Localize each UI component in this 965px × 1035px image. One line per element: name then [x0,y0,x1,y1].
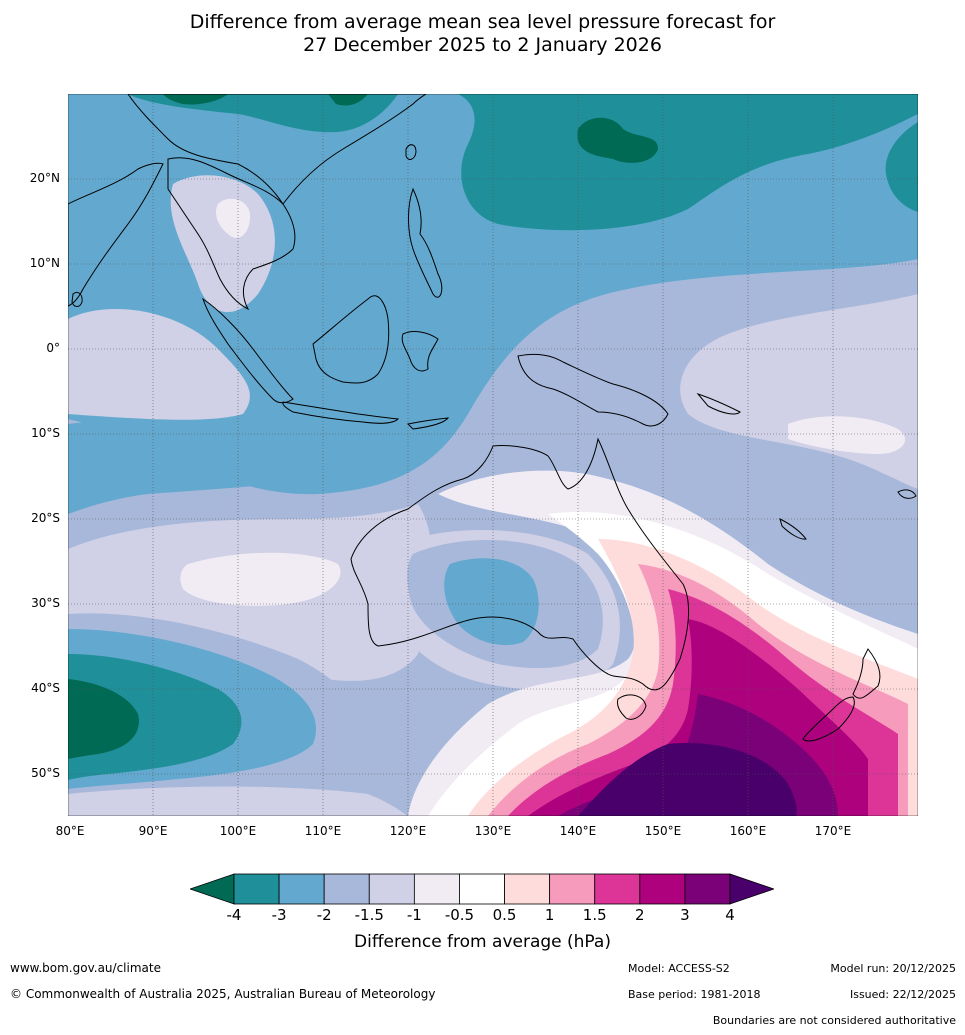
colorbar-swatch [639,873,686,905]
lon-label-150e: 150°E [644,824,682,838]
coastline-new-zealand-south [802,696,855,742]
colorbar [188,872,776,906]
anomaly-china-dark-teal [163,94,228,105]
colorbar-tick-label: -3 [271,906,287,924]
footer-copyright: © Commonwealth of Australia 2025, Austra… [10,987,436,1001]
lat-label-equator: 0° [46,341,60,355]
lat-label-40s: 40°S [31,681,60,695]
colorbar-swatch [594,873,641,905]
footer-issued: Issued: 22/12/2025 [849,988,956,1001]
lon-label-100e: 100°E [219,824,257,838]
footer-url: www.bom.gov.au/climate [10,961,161,975]
coastline-sulawesi [401,331,439,372]
anomaly-equatorial-lavender [68,309,250,420]
anomaly-nw-pacific-teal [458,94,918,231]
lat-label-50s: 50°S [31,766,60,780]
colorbar-tick-label: -1 [406,906,422,924]
anomaly-coral-sea-white [788,416,906,454]
coastline-indochina [167,157,296,311]
footer-disclaimer: Boundaries are not considered authoritat… [712,1014,956,1027]
coastline-new-caledonia [779,518,807,540]
colorbar-arrow-high [729,873,776,905]
coastline-timor [406,417,450,430]
colorbar-arrow-low [188,873,235,905]
map-canvas [68,94,918,816]
lat-label-10n: 10°N [29,256,60,270]
lat-label-20s: 20°S [31,511,60,525]
lon-label-110e: 110°E [304,824,342,838]
map-title-line-1: Difference from average mean sea level p… [189,11,776,33]
anomaly-ne-pacific-teal [885,122,918,212]
colorbar-tick-label: 1.5 [582,906,607,924]
lon-label-120e: 120°E [389,824,427,838]
coastline-new-guinea [517,353,669,427]
coastline-borneo [312,295,390,384]
colorbar-swatch [684,873,731,905]
colorbar-swatch [233,873,280,905]
anomaly-central-aus-blue [444,558,539,646]
coastline-taiwan [405,144,417,160]
coastlines [68,94,917,742]
colorbar-tick-label: -0.5 [444,906,475,924]
coastline-australia [350,437,689,691]
lat-label-10s: 10°S [31,426,60,440]
colorbar-swatch [459,873,505,905]
anomaly-indochina-lavender [170,175,275,313]
coastline-tasmania [617,694,647,720]
colorbar-swatch [549,873,596,905]
coastline-java [282,401,400,424]
colorbar-tick-label: -1.5 [354,906,384,924]
coastline-sumatra [202,297,294,404]
anomaly-indian-ocean-blue [68,419,348,514]
anomaly-china-dark-teal-2 [328,94,368,106]
anomaly-tasman-dark-purple [578,743,797,816]
map-title-line-2: 27 December 2025 to 2 January 2026 [303,34,662,56]
footer-base-period: Base period: 1981-2018 [628,988,761,1001]
lon-label-140e: 140°E [559,824,597,838]
coastline-india [68,162,164,307]
colorbar-swatch [323,873,370,905]
lon-label-80e: 80°E [55,824,85,838]
colorbar-swatch [278,873,325,905]
anomaly-southern-ocean-dark-teal [68,679,139,759]
lat-label-20n: 20°N [29,171,60,185]
colorbar-tick-label: 4 [725,906,735,924]
colorbar-tick-label: 0.5 [492,906,517,924]
coastline-new-zealand-north [852,648,881,699]
colorbar-tick-label: -2 [316,906,332,924]
colorbar-swatches [188,873,776,905]
anomaly-bay-of-bengal-blue [92,214,176,284]
coastline-sri-lanka [71,291,83,307]
map-graticule [68,94,918,816]
colorbar-swatch [368,873,415,905]
footer-model-run: Model run: 20/12/2025 [830,962,956,975]
colorbar-tick-label: -4 [226,906,242,924]
colorbar-tick-label: 3 [680,906,690,924]
lon-label-160e: 160°E [729,824,767,838]
colorbar-swatch [413,873,460,905]
lon-label-130e: 130°E [474,824,512,838]
colorbar-tick-label: 2 [635,906,645,924]
anomaly-pacific-dark-teal [577,117,658,163]
lon-label-170e: 170°E [814,824,852,838]
colorbar-title: Difference from average (hPa) [354,932,611,952]
colorbar-tick-label: 1 [544,906,555,924]
coastline-fiji [897,489,917,499]
coastline-philippines [408,187,443,298]
pressure-anomaly-map [68,94,918,816]
footer-model: Model: ACCESS-S2 [628,962,730,975]
anomaly-indochina-white [216,198,251,238]
lat-label-30s: 30°S [31,596,60,610]
anomaly-south-indian-white [180,552,341,606]
lon-label-90e: 90°E [138,824,168,838]
colorbar-swatch [504,873,551,905]
coastline-solomon-islands [696,392,741,415]
